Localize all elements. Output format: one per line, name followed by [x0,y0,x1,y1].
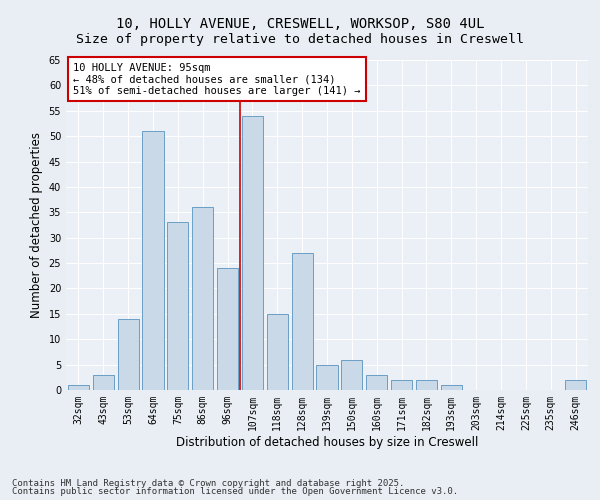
Bar [366,375,387,390]
Bar [68,385,89,390]
Bar [167,222,188,390]
Bar [316,364,338,390]
Bar [242,116,263,390]
Bar [93,375,114,390]
Bar [391,380,412,390]
Y-axis label: Number of detached properties: Number of detached properties [30,132,43,318]
Text: 10, HOLLY AVENUE, CRESWELL, WORKSOP, S80 4UL: 10, HOLLY AVENUE, CRESWELL, WORKSOP, S80… [116,18,484,32]
Text: Size of property relative to detached houses in Creswell: Size of property relative to detached ho… [76,32,524,46]
Bar [416,380,437,390]
Bar [217,268,238,390]
Bar [118,319,139,390]
Text: Contains public sector information licensed under the Open Government Licence v3: Contains public sector information licen… [12,487,458,496]
Bar [341,360,362,390]
Bar [565,380,586,390]
Bar [192,207,213,390]
Bar [441,385,462,390]
Bar [267,314,288,390]
Bar [292,253,313,390]
Text: 10 HOLLY AVENUE: 95sqm
← 48% of detached houses are smaller (134)
51% of semi-de: 10 HOLLY AVENUE: 95sqm ← 48% of detached… [73,62,361,96]
Bar [142,131,164,390]
X-axis label: Distribution of detached houses by size in Creswell: Distribution of detached houses by size … [176,436,478,448]
Text: Contains HM Land Registry data © Crown copyright and database right 2025.: Contains HM Land Registry data © Crown c… [12,478,404,488]
